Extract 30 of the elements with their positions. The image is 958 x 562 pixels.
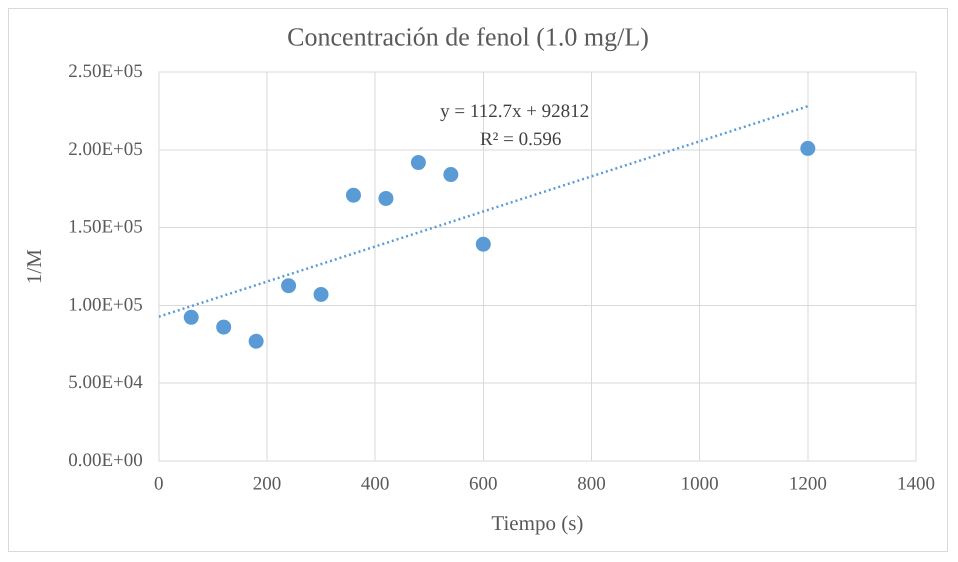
point	[443, 167, 458, 182]
y-tick-label: 2.00E+05	[68, 138, 143, 160]
point	[410, 155, 426, 170]
point	[314, 286, 329, 302]
chart-title: Concentración de fenol (1.0 mg/L)	[287, 22, 649, 52]
x-tick-label: 800	[577, 473, 606, 494]
x-tick-label: 200	[252, 473, 282, 494]
point	[346, 188, 361, 203]
point	[476, 236, 491, 252]
x-tick-label: 1000	[680, 473, 719, 494]
y-tick-label: 2.50E+05	[68, 61, 143, 82]
y-tick-label: 1.50E+05	[68, 216, 143, 238]
x-axis-title: Tiempo (s)	[491, 510, 584, 535]
x-tick-label: 1400	[897, 473, 935, 494]
point	[248, 334, 264, 349]
point	[281, 278, 296, 294]
x-tick-label: 1200	[788, 473, 827, 494]
x-tick-label: 0	[154, 473, 164, 494]
y-tick-label: 0.00E+00	[68, 450, 143, 471]
point	[216, 320, 232, 335]
point	[800, 140, 816, 156]
y-tick-label: 1.00E+05	[68, 294, 143, 316]
annotation: y = 112.7x + 92812	[440, 101, 590, 122]
x-tick-label: 400	[360, 473, 390, 494]
annotation: R² = 0.596	[480, 129, 562, 150]
y-tick-label: 5.00E+04	[68, 372, 144, 394]
point	[184, 310, 199, 325]
y-axis-title: 1/M	[22, 248, 46, 284]
point	[378, 190, 394, 206]
x-tick-label: 600	[469, 473, 498, 494]
